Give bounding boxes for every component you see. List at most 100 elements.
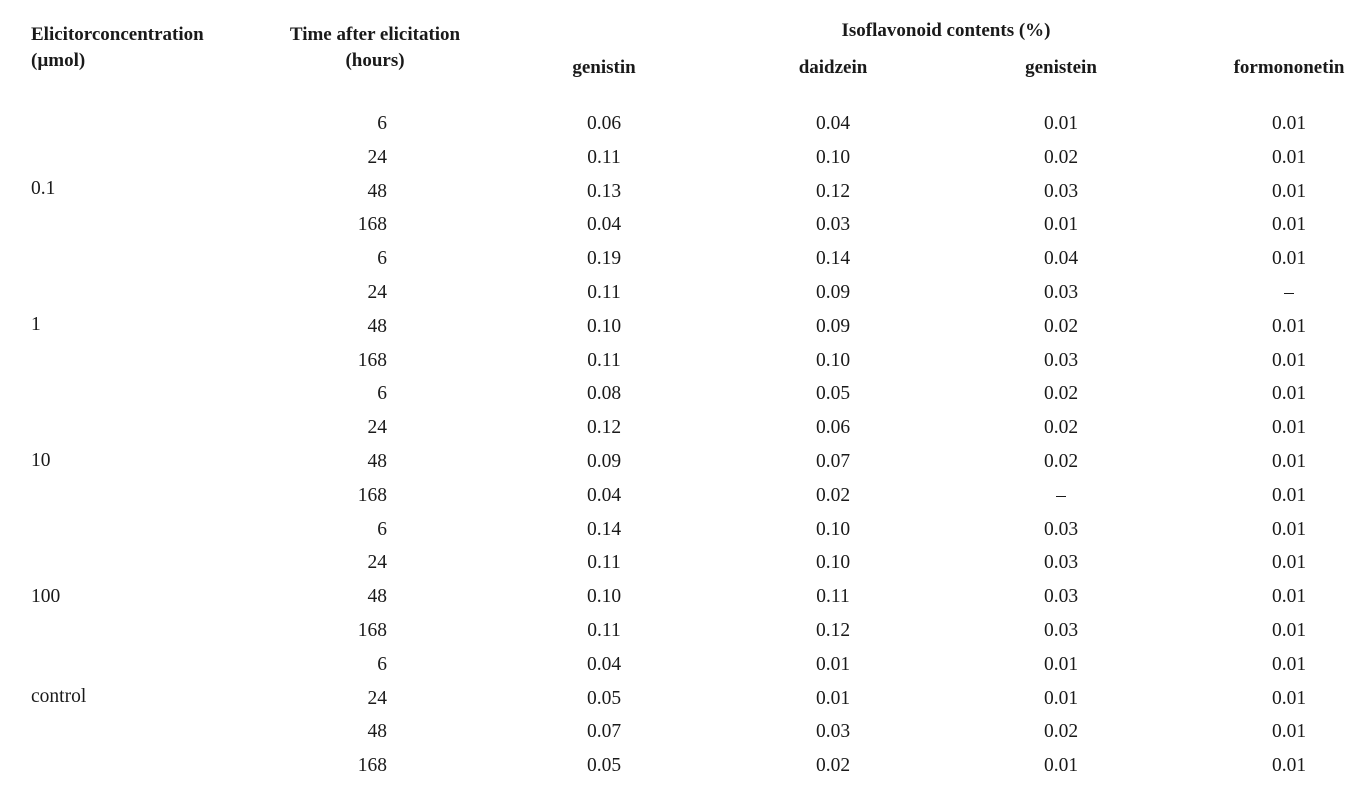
cell-time: 168 bbox=[357, 620, 387, 641]
cell-genistin: 0.05 bbox=[586, 688, 622, 709]
header-elicitor-concentration: Elicitorconcentration bbox=[31, 24, 204, 45]
cell-genistein: 0.03 bbox=[1043, 552, 1079, 573]
header-time-after-elicitation: Time after elicitation bbox=[289, 24, 461, 45]
cell-genistin: 0.13 bbox=[586, 181, 622, 202]
cell-genistin: 0.07 bbox=[586, 721, 622, 742]
group-label: 10 bbox=[31, 450, 51, 471]
cell-formononetin: 0.01 bbox=[1271, 383, 1307, 404]
column-header-formononetin: formononetin bbox=[1233, 57, 1345, 78]
cell-genistein: 0.01 bbox=[1043, 755, 1079, 776]
cell-genistein: 0.03 bbox=[1043, 350, 1079, 371]
cell-genistein: – bbox=[1056, 485, 1066, 506]
cell-formononetin: 0.01 bbox=[1271, 417, 1307, 438]
cell-daidzein: 0.01 bbox=[815, 688, 851, 709]
cell-genistein: 0.02 bbox=[1043, 147, 1079, 168]
cell-daidzein: 0.14 bbox=[815, 248, 851, 269]
cell-genistin: 0.04 bbox=[586, 654, 622, 675]
cell-time: 168 bbox=[357, 755, 387, 776]
cell-genistin: 0.04 bbox=[586, 214, 622, 235]
cell-formononetin: 0.01 bbox=[1271, 552, 1307, 573]
cell-daidzein: 0.10 bbox=[815, 147, 851, 168]
cell-genistein: 0.03 bbox=[1043, 181, 1079, 202]
cell-formononetin: 0.01 bbox=[1271, 451, 1307, 472]
cell-daidzein: 0.10 bbox=[815, 552, 851, 573]
header-elicitor-unit: (µmol) bbox=[31, 50, 86, 71]
cell-formononetin: 0.01 bbox=[1271, 316, 1307, 337]
cell-formononetin: 0.01 bbox=[1271, 586, 1307, 607]
cell-formononetin: 0.01 bbox=[1271, 620, 1307, 641]
cell-daidzein: 0.10 bbox=[815, 350, 851, 371]
cell-genistin: 0.10 bbox=[586, 586, 622, 607]
cell-daidzein: 0.04 bbox=[815, 113, 851, 134]
cell-daidzein: 0.11 bbox=[816, 586, 850, 607]
cell-genistin: 0.11 bbox=[587, 147, 621, 168]
cell-genistin: 0.06 bbox=[586, 113, 622, 134]
cell-formononetin: 0.01 bbox=[1271, 485, 1307, 506]
group-label: 1 bbox=[31, 314, 41, 335]
cell-time: 6 bbox=[377, 248, 387, 269]
cell-time: 24 bbox=[367, 688, 388, 709]
cell-time: 168 bbox=[357, 214, 387, 235]
column-header-genistin: genistin bbox=[572, 57, 636, 78]
cell-daidzein: 0.02 bbox=[815, 755, 851, 776]
cell-time: 48 bbox=[367, 586, 388, 607]
cell-genistin: 0.08 bbox=[586, 383, 622, 404]
cell-formononetin: – bbox=[1284, 282, 1294, 303]
cell-daidzein: 0.07 bbox=[815, 451, 851, 472]
cell-genistein: 0.02 bbox=[1043, 417, 1079, 438]
cell-genistin: 0.04 bbox=[586, 485, 622, 506]
cell-daidzein: 0.05 bbox=[815, 383, 851, 404]
cell-formononetin: 0.01 bbox=[1271, 519, 1307, 540]
cell-daidzein: 0.09 bbox=[815, 316, 851, 337]
cell-genistin: 0.12 bbox=[586, 417, 622, 438]
cell-genistein: 0.03 bbox=[1043, 586, 1079, 607]
cell-time: 6 bbox=[377, 383, 387, 404]
cell-time: 24 bbox=[367, 282, 388, 303]
cell-time: 24 bbox=[367, 147, 388, 168]
cell-daidzein: 0.12 bbox=[815, 181, 851, 202]
cell-formononetin: 0.01 bbox=[1271, 214, 1307, 235]
group-label: 0.1 bbox=[31, 178, 56, 199]
cell-genistin: 0.11 bbox=[587, 282, 621, 303]
cell-genistein: 0.02 bbox=[1043, 383, 1079, 404]
cell-genistein: 0.02 bbox=[1043, 316, 1079, 337]
cell-time: 168 bbox=[357, 350, 387, 371]
column-header-daidzein: daidzein bbox=[798, 57, 868, 78]
cell-formononetin: 0.01 bbox=[1271, 755, 1307, 776]
header-time-unit: (hours) bbox=[345, 50, 405, 71]
cell-genistein: 0.04 bbox=[1043, 248, 1079, 269]
cell-daidzein: 0.10 bbox=[815, 519, 851, 540]
cell-genistein: 0.02 bbox=[1043, 721, 1079, 742]
header-isoflavonoid-contents: Isoflavonoid contents (%) bbox=[841, 20, 1051, 41]
cell-genistin: 0.09 bbox=[586, 451, 622, 472]
cell-genistin: 0.10 bbox=[586, 316, 622, 337]
cell-formononetin: 0.01 bbox=[1271, 181, 1307, 202]
cell-genistin: 0.11 bbox=[587, 552, 621, 573]
cell-genistein: 0.03 bbox=[1043, 620, 1079, 641]
cell-time: 48 bbox=[367, 316, 388, 337]
cell-time: 6 bbox=[377, 113, 387, 134]
cell-daidzein: 0.09 bbox=[815, 282, 851, 303]
cell-genistin: 0.11 bbox=[587, 350, 621, 371]
group-label: 100 bbox=[31, 586, 61, 607]
cell-daidzein: 0.03 bbox=[815, 721, 851, 742]
cell-time: 168 bbox=[357, 485, 387, 506]
cell-time: 24 bbox=[367, 417, 388, 438]
cell-formononetin: 0.01 bbox=[1271, 147, 1307, 168]
cell-daidzein: 0.06 bbox=[815, 417, 851, 438]
cell-formononetin: 0.01 bbox=[1271, 721, 1307, 742]
cell-formononetin: 0.01 bbox=[1271, 688, 1307, 709]
cell-daidzein: 0.01 bbox=[815, 654, 851, 675]
cell-genistein: 0.01 bbox=[1043, 214, 1079, 235]
cell-genistein: 0.01 bbox=[1043, 113, 1079, 134]
cell-genistein: 0.03 bbox=[1043, 282, 1079, 303]
cell-genistin: 0.19 bbox=[586, 248, 622, 269]
cell-daidzein: 0.02 bbox=[815, 485, 851, 506]
cell-genistein: 0.01 bbox=[1043, 654, 1079, 675]
cell-time: 48 bbox=[367, 181, 388, 202]
cell-genistein: 0.03 bbox=[1043, 519, 1079, 540]
cell-daidzein: 0.12 bbox=[815, 620, 851, 641]
cell-genistein: 0.01 bbox=[1043, 688, 1079, 709]
cell-time: 24 bbox=[367, 552, 388, 573]
cell-formononetin: 0.01 bbox=[1271, 654, 1307, 675]
